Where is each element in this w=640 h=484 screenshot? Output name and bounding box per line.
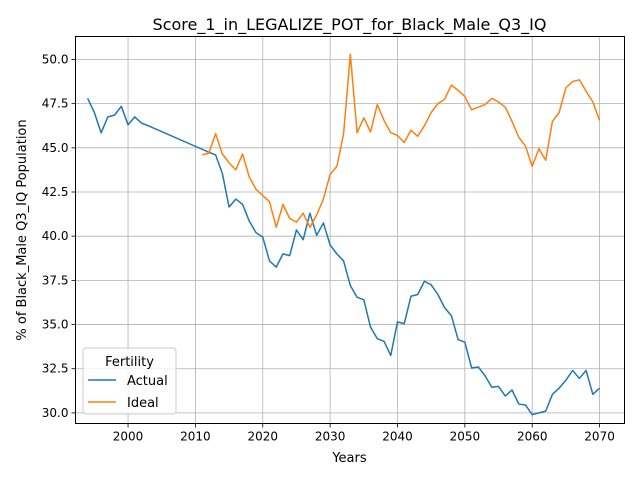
x-tick-label: 2020 xyxy=(247,430,278,444)
x-tick-label: 2010 xyxy=(180,430,211,444)
legend-title: Fertility xyxy=(105,355,154,370)
y-tick-label: 37.5 xyxy=(42,273,69,287)
y-tick-label: 35.0 xyxy=(42,318,69,332)
legend-label-actual: Actual xyxy=(127,374,168,389)
x-tick-label: 2040 xyxy=(382,430,413,444)
y-tick-label: 30.0 xyxy=(42,406,69,420)
chart-title: Score_1_in_LEGALIZE_POT_for_Black_Male_Q… xyxy=(153,15,547,35)
y-tick-label: 32.5 xyxy=(42,362,69,376)
x-tick-label: 2030 xyxy=(315,430,346,444)
y-axis-label: % of Black_Male Q3_IQ Population xyxy=(15,119,30,340)
y-tick-label: 50.0 xyxy=(42,52,69,66)
y-tick-label: 40.0 xyxy=(42,229,69,243)
y-tick-label: 45.0 xyxy=(42,141,69,155)
x-tick-label: 2060 xyxy=(517,430,548,444)
x-tick-label: 2070 xyxy=(584,430,615,444)
x-tick-label: 2000 xyxy=(113,430,144,444)
legend: Fertility Actual Ideal xyxy=(83,348,176,414)
legend-label-ideal: Ideal xyxy=(127,396,159,411)
y-tick-label: 47.5 xyxy=(42,97,69,111)
x-tick-label: 2050 xyxy=(450,430,481,444)
x-axis-label: Years xyxy=(331,451,367,466)
y-tick-label: 42.5 xyxy=(42,185,69,199)
